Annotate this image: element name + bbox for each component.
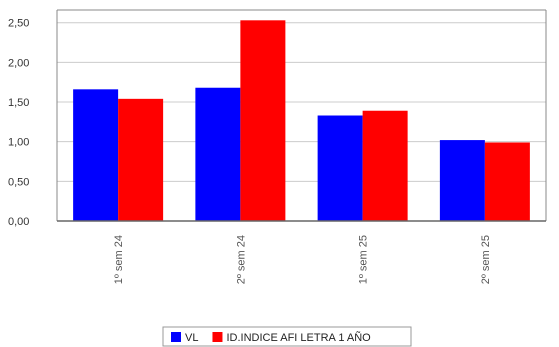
y-tick-label: 1,00 <box>8 137 29 149</box>
bar-vl-1 <box>73 89 119 222</box>
axes <box>56 9 547 222</box>
category-label: 2º sem 25 <box>480 235 492 284</box>
category-label: 1º sem 24 <box>113 235 125 284</box>
bar-vl-3 <box>317 115 363 221</box>
bar-vl-4 <box>439 140 485 221</box>
category-label: 2º sem 24 <box>235 235 247 284</box>
legend-box <box>162 326 412 347</box>
legend: VL ID.INDICE AFI LETRA 1 AÑO <box>162 326 412 347</box>
legend-label: VL <box>185 332 198 344</box>
bars <box>73 20 530 222</box>
category-labels: 1º sem 24 2º sem 24 1º sem 25 2º sem 25 <box>113 235 492 284</box>
y-tick-label: 2,00 <box>8 57 29 69</box>
y-tick-label: 2,50 <box>8 18 29 30</box>
legend-swatch <box>171 332 181 342</box>
bar-vl-2 <box>195 87 241 221</box>
bar-indice-1 <box>118 98 164 221</box>
y-tick-label: 1,50 <box>8 97 29 109</box>
y-tick-label: 0,50 <box>8 176 29 188</box>
category-label: 1º sem 25 <box>358 235 370 284</box>
bar-indice-2 <box>240 20 286 222</box>
y-tick-label: 0,00 <box>8 216 29 228</box>
legend-swatch <box>212 332 223 342</box>
bar-indice-3 <box>362 110 408 221</box>
bar-indice-4 <box>484 142 530 221</box>
y-axis-ticks: 0,00 0,50 1,00 1,50 2,00 2,50 <box>8 18 29 228</box>
legend-label: ID.INDICE AFI LETRA 1 AÑO <box>226 331 371 344</box>
